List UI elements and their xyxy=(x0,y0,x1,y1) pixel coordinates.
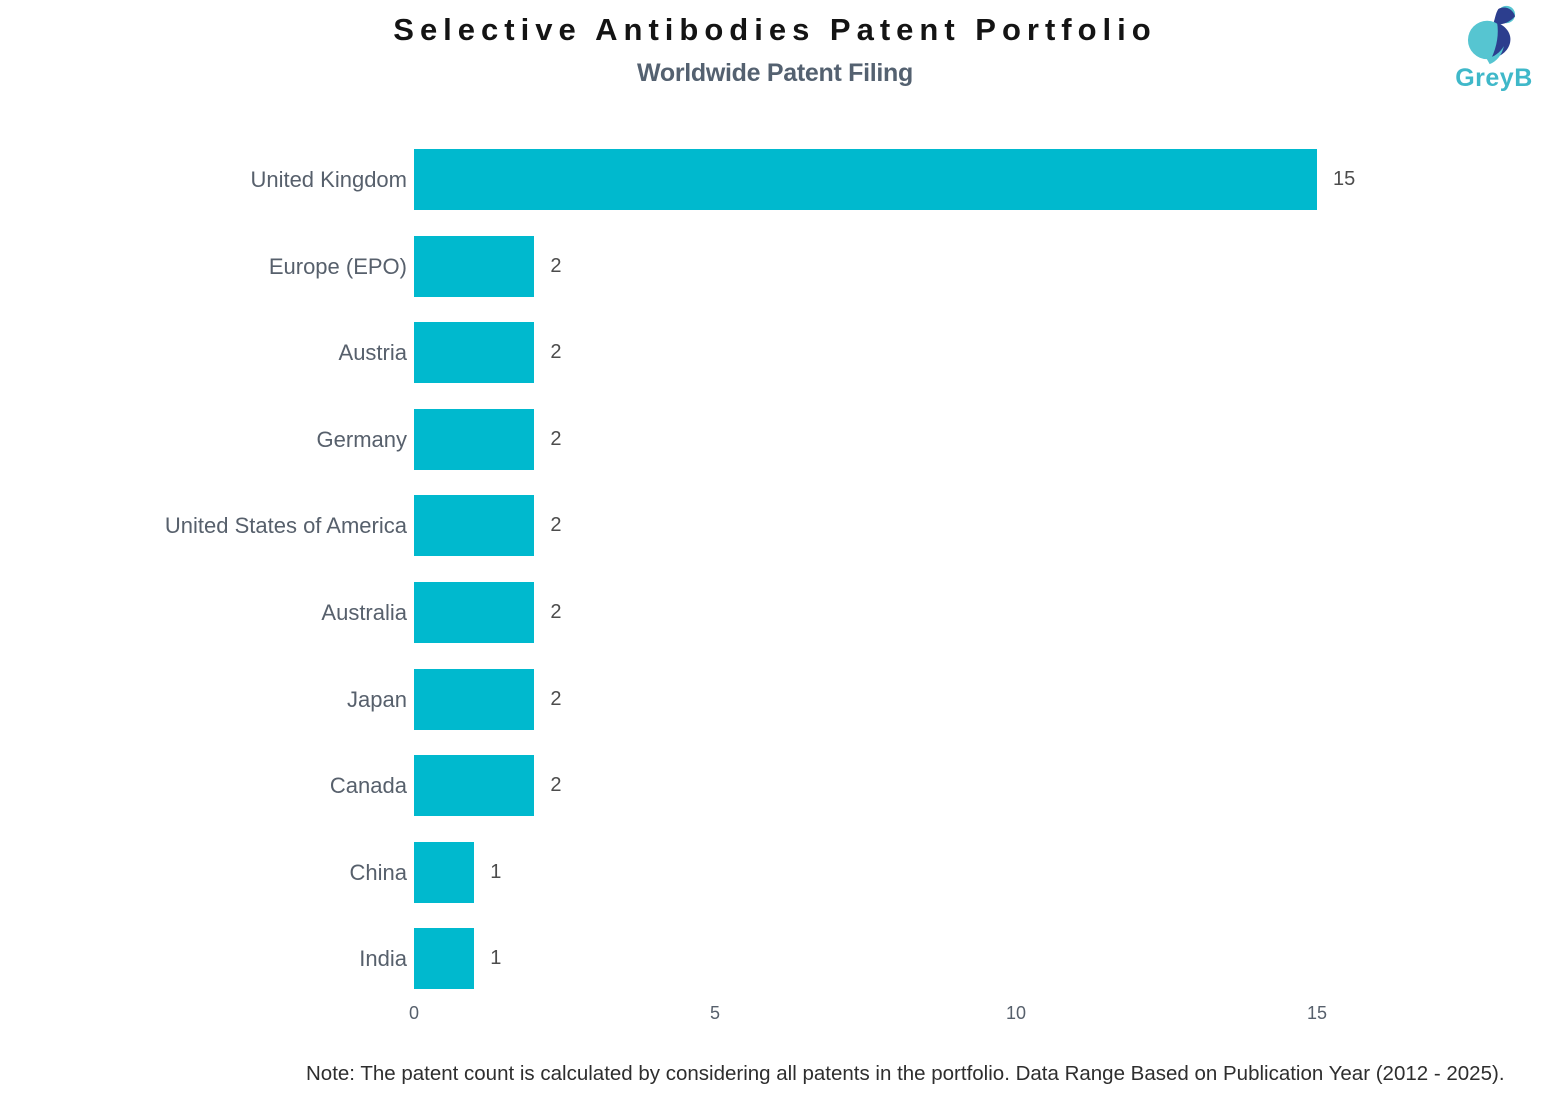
x-axis-ticks: 0 5 10 15 xyxy=(0,1003,1550,1033)
x-tick-label: 5 xyxy=(709,1003,720,1023)
value-label: 1 xyxy=(490,860,502,883)
bar xyxy=(414,149,1317,210)
category-label: Germany xyxy=(316,426,407,452)
bar xyxy=(414,235,535,297)
category-label: Austria xyxy=(338,340,407,366)
category-label: Canada xyxy=(329,773,407,799)
bar xyxy=(414,928,475,990)
x-tick-label: 15 xyxy=(1306,1003,1328,1023)
x-tick-label: 10 xyxy=(1005,1003,1027,1023)
bar-row: Japan 2 xyxy=(0,668,1550,730)
bar-row: Canada 2 xyxy=(0,755,1550,817)
x-tick-label: 0 xyxy=(408,1003,419,1023)
bar-row: Austria 2 xyxy=(0,322,1550,384)
bar xyxy=(414,841,475,903)
footnote: Note: The patent count is calculated by … xyxy=(306,1062,1505,1085)
value-label: 2 xyxy=(550,254,562,277)
category-label: Japan xyxy=(347,686,407,712)
bar xyxy=(414,495,535,557)
bar-row: United Kingdom 15 xyxy=(0,149,1550,210)
chart-subtitle: Worldwide Patent Filing xyxy=(637,59,913,87)
greyb-logo-icon xyxy=(1454,4,1534,66)
value-label: 2 xyxy=(550,427,562,450)
category-label: China xyxy=(349,859,407,885)
value-label: 2 xyxy=(550,687,562,710)
value-label: 2 xyxy=(550,774,562,797)
value-label: 2 xyxy=(550,514,562,537)
bar-row: Germany 2 xyxy=(0,408,1550,470)
bar-row: Australia 2 xyxy=(0,582,1550,643)
bar-row: India 1 xyxy=(0,928,1550,990)
value-label: 2 xyxy=(550,341,562,364)
category-label: United Kingdom xyxy=(250,167,407,192)
bar-row: Europe (EPO) 2 xyxy=(0,235,1550,297)
greyb-wordmark: GreyB xyxy=(1455,64,1533,92)
chart-title: Selective Antibodies Patent Portfolio xyxy=(393,12,1157,47)
bar xyxy=(414,668,535,730)
category-label: Europe (EPO) xyxy=(268,253,407,279)
category-label: United States of America xyxy=(164,513,407,539)
bar xyxy=(414,755,535,817)
bar-row: United States of America 2 xyxy=(0,495,1550,557)
greyb-logo: GreyB xyxy=(1454,4,1534,93)
value-label: 1 xyxy=(490,947,502,970)
category-label: Australia xyxy=(321,600,407,625)
value-label: 15 xyxy=(1333,168,1356,190)
category-label: India xyxy=(359,946,407,972)
bar xyxy=(414,322,535,384)
bar xyxy=(414,582,535,643)
bar xyxy=(414,408,535,470)
bar-row: China 1 xyxy=(0,841,1550,903)
value-label: 2 xyxy=(550,601,562,623)
